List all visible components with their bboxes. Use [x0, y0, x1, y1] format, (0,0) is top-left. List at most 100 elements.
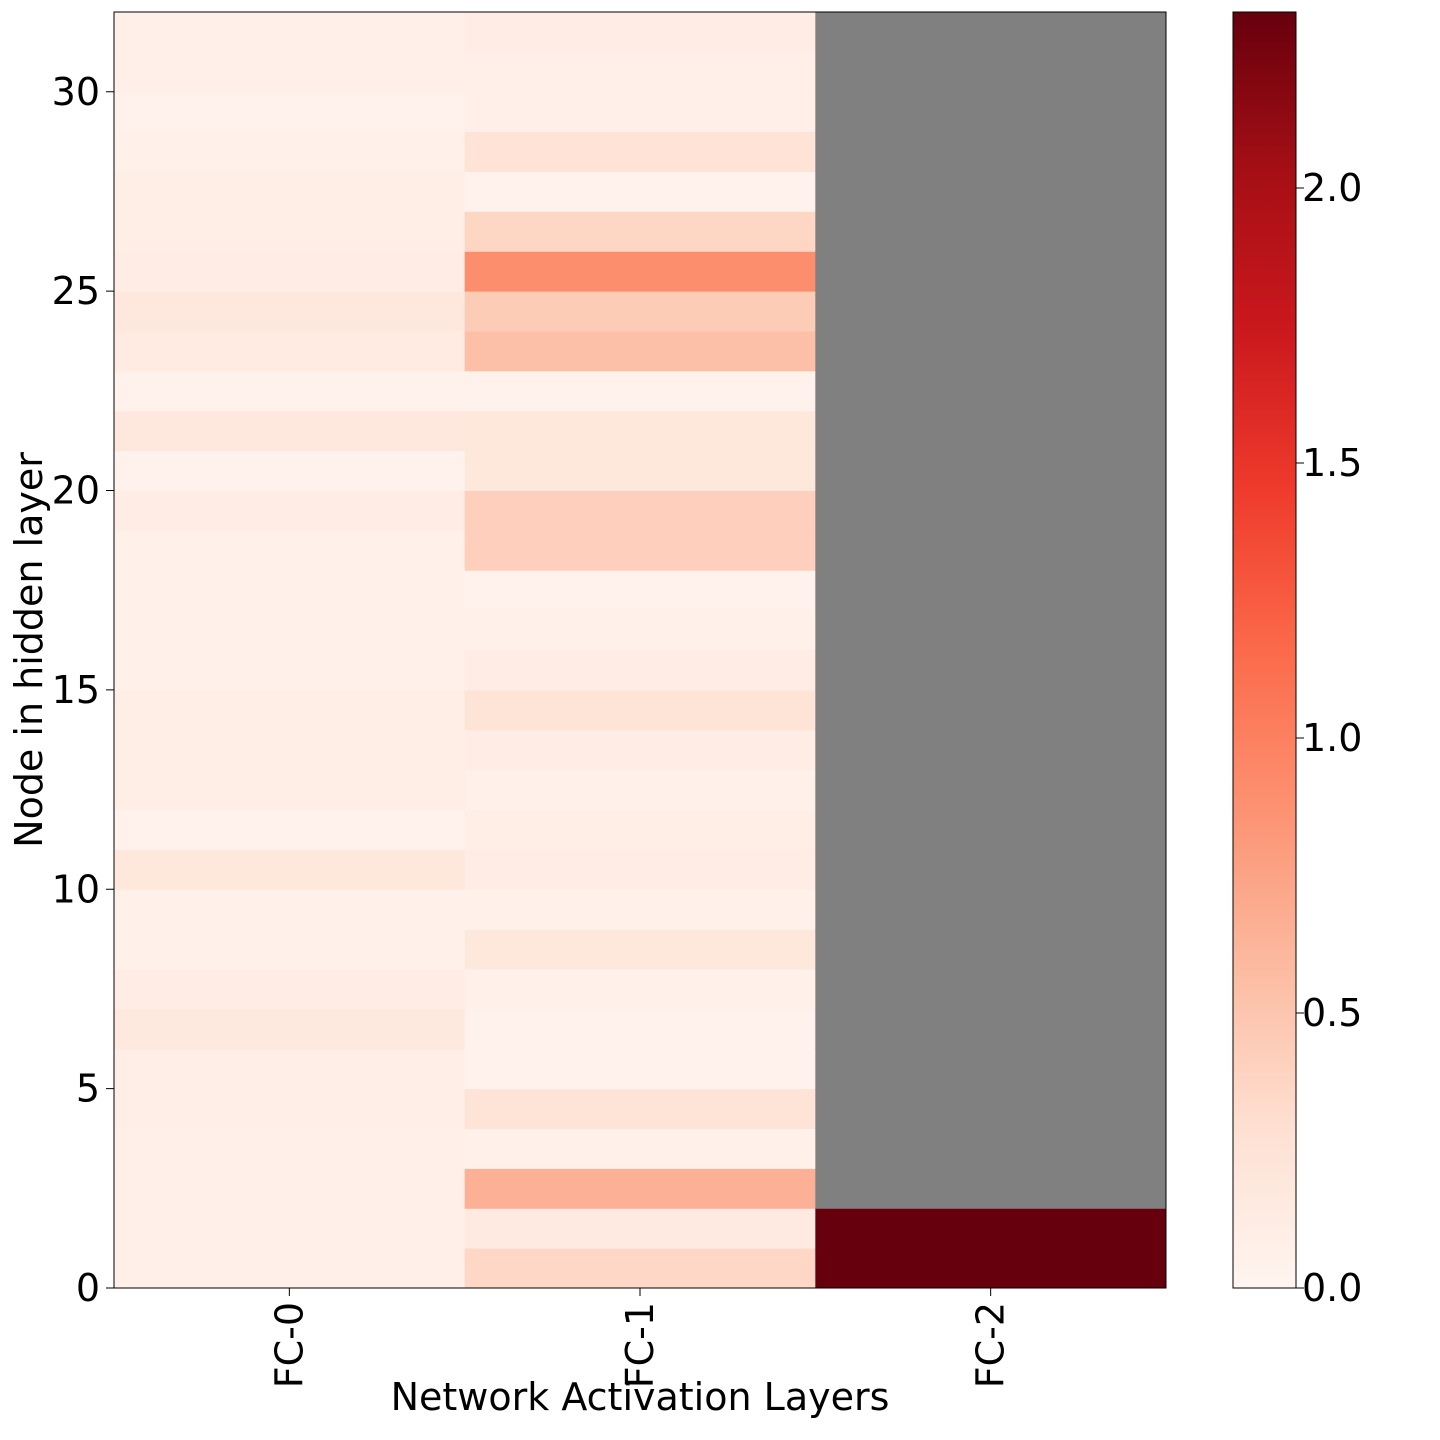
y-tick-label: 15 — [52, 668, 100, 712]
colorbar-tick-label: 2.0 — [1302, 166, 1362, 210]
heatmap-cell-fc-2-20 — [815, 450, 1167, 492]
heatmap-cell-fc-1-8 — [464, 929, 816, 970]
heatmap-cell-fc-1-23 — [464, 331, 816, 372]
colorbar-tick-label: 1.5 — [1302, 441, 1362, 485]
heatmap-cell-fc-1-9 — [464, 889, 816, 930]
heatmap-cell-fc-0-31 — [114, 12, 466, 53]
y-tick-label: 10 — [52, 867, 100, 911]
heatmap-cell-fc-0-24 — [114, 291, 466, 332]
heatmap-cell-fc-2-1 — [815, 1208, 1167, 1249]
heatmap-cell-fc-0-21 — [114, 410, 466, 452]
heatmap-cell-fc-1-7 — [464, 969, 816, 1010]
heatmap-cell-fc-2-15 — [815, 650, 1167, 691]
heatmap-cell-fc-0-29 — [114, 91, 466, 133]
heatmap-cell-fc-0-17 — [114, 570, 466, 611]
heatmap-cell-fc-2-27 — [815, 171, 1167, 212]
heatmap-cell-fc-0-0 — [114, 1248, 466, 1289]
heatmap-cell-fc-1-19 — [464, 490, 816, 531]
y-tick-label: 30 — [52, 70, 100, 114]
heatmap-cell-fc-2-13 — [815, 729, 1167, 771]
heatmap-cell-fc-1-24 — [464, 291, 816, 332]
colorbar-tick-label: 0.5 — [1302, 991, 1362, 1035]
heatmap-cell-fc-2-19 — [815, 490, 1167, 531]
heatmap-cell-fc-2-0 — [815, 1248, 1167, 1289]
heatmap-cell-fc-2-14 — [815, 689, 1167, 731]
heatmap-cell-fc-0-1 — [114, 1208, 466, 1249]
heatmap-cell-fc-1-2 — [464, 1168, 816, 1209]
heatmap-cell-fc-1-22 — [464, 370, 816, 412]
heatmap-cell-fc-1-0 — [464, 1248, 816, 1289]
heatmap-cell-fc-1-29 — [464, 91, 816, 133]
heatmap-cell-fc-1-12 — [464, 769, 816, 811]
heatmap-cell-fc-0-16 — [114, 610, 466, 651]
heatmap-cell-fc-0-23 — [114, 331, 466, 372]
heatmap-cell-fc-0-14 — [114, 689, 466, 731]
heatmap-cell-fc-1-25 — [464, 251, 816, 292]
colorbar-gradient — [1232, 11, 1297, 1289]
heatmap-cell-fc-0-19 — [114, 490, 466, 531]
heatmap-cell-fc-2-2 — [815, 1168, 1167, 1209]
heatmap-cells — [114, 12, 1167, 1289]
heatmap-cell-fc-1-10 — [464, 849, 816, 890]
heatmap-cell-fc-1-13 — [464, 729, 816, 771]
heatmap-cell-fc-1-18 — [464, 530, 816, 571]
heatmap-cell-fc-1-28 — [464, 131, 816, 173]
heatmap-cell-fc-2-11 — [815, 809, 1167, 850]
heatmap-cell-fc-1-3 — [464, 1128, 816, 1169]
heatmap-cell-fc-1-16 — [464, 610, 816, 651]
heatmap-cell-fc-0-12 — [114, 769, 466, 811]
heatmap-cell-fc-0-6 — [114, 1008, 466, 1050]
heatmap-cell-fc-0-30 — [114, 51, 466, 93]
heatmap-cell-fc-0-10 — [114, 849, 466, 890]
heatmap-cell-fc-2-3 — [815, 1128, 1167, 1169]
heatmap-cell-fc-0-25 — [114, 251, 466, 292]
heatmap-cell-fc-2-30 — [815, 51, 1167, 93]
heatmap-cell-fc-2-5 — [815, 1048, 1167, 1090]
heatmap-cell-fc-0-15 — [114, 650, 466, 691]
x-tick-label: FC-1 — [618, 1302, 662, 1388]
heatmap-cell-fc-2-17 — [815, 570, 1167, 611]
y-tick-label: 25 — [52, 269, 100, 313]
y-axis: 0 5 10 15 20 25 30 — [52, 70, 114, 1310]
heatmap-cell-fc-2-6 — [815, 1008, 1167, 1050]
heatmap-cell-fc-0-26 — [114, 211, 466, 252]
heatmap-cell-fc-1-6 — [464, 1008, 816, 1050]
heatmap-cell-fc-0-5 — [114, 1048, 466, 1090]
heatmap-cell-fc-2-31 — [815, 12, 1167, 53]
heatmap-cell-fc-2-29 — [815, 91, 1167, 133]
heatmap-cell-fc-1-5 — [464, 1048, 816, 1090]
heatmap-cell-fc-0-7 — [114, 969, 466, 1010]
heatmap-cell-fc-2-23 — [815, 331, 1167, 372]
heatmap-cell-fc-1-21 — [464, 410, 816, 452]
heatmap-cell-fc-1-17 — [464, 570, 816, 611]
heatmap-cell-fc-2-28 — [815, 131, 1167, 173]
heatmap-cell-fc-0-18 — [114, 530, 466, 571]
y-tick-label: 20 — [52, 469, 100, 513]
heatmap-cell-fc-0-2 — [114, 1168, 466, 1209]
heatmap-cell-fc-0-28 — [114, 131, 466, 173]
heatmap-cell-fc-2-26 — [815, 211, 1167, 252]
heatmap-cell-fc-2-24 — [815, 291, 1167, 332]
heatmap-cell-fc-2-18 — [815, 530, 1167, 571]
heatmap-cell-fc-2-12 — [815, 769, 1167, 811]
heatmap-cell-fc-1-30 — [464, 51, 816, 93]
heatmap-cell-fc-2-8 — [815, 929, 1167, 970]
heatmap-cell-fc-1-20 — [464, 450, 816, 492]
x-tick-label: FC-2 — [969, 1302, 1013, 1388]
heatmap-cell-fc-1-26 — [464, 211, 816, 252]
heatmap-cell-fc-1-11 — [464, 809, 816, 850]
colorbar-tick-label: 1.0 — [1302, 716, 1362, 760]
heatmap-cell-fc-0-4 — [114, 1088, 466, 1130]
heatmap-cell-fc-1-27 — [464, 171, 816, 212]
heatmap-cell-fc-2-25 — [815, 251, 1167, 292]
heatmap-cell-fc-2-22 — [815, 370, 1167, 412]
y-tick-label: 0 — [76, 1266, 100, 1310]
heatmap-cell-fc-0-3 — [114, 1128, 466, 1169]
colorbar: 0.0 0.5 1.0 1.5 2.0 — [1232, 11, 1362, 1310]
y-tick-label: 5 — [76, 1067, 100, 1111]
heatmap-cell-fc-0-27 — [114, 171, 466, 212]
colorbar-tick-label: 0.0 — [1302, 1266, 1362, 1310]
heatmap-cell-fc-2-4 — [815, 1088, 1167, 1130]
heatmap-cell-fc-1-4 — [464, 1088, 816, 1130]
